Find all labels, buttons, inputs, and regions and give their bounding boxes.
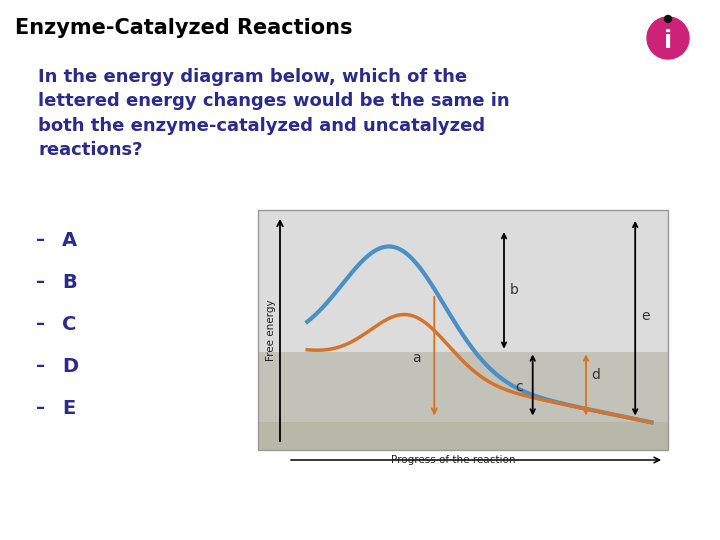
Text: –: –: [36, 399, 45, 417]
Text: d: d: [591, 368, 600, 382]
Circle shape: [647, 17, 689, 59]
Text: B: B: [62, 273, 77, 292]
Bar: [258, 352, 668, 422]
Text: Progress of the reaction: Progress of the reaction: [391, 455, 516, 465]
Text: Enzyme-Catalyzed Reactions: Enzyme-Catalyzed Reactions: [15, 18, 353, 38]
Text: Free energy: Free energy: [266, 299, 276, 361]
Bar: [258, 210, 668, 450]
Text: In the energy diagram below, which of the
lettered energy changes would be the s: In the energy diagram below, which of th…: [38, 68, 510, 159]
Text: –: –: [36, 357, 45, 375]
Text: b: b: [510, 284, 519, 298]
Text: E: E: [62, 399, 76, 417]
Bar: [258, 422, 668, 450]
Bar: [258, 210, 668, 352]
Text: a: a: [412, 351, 420, 365]
Text: –: –: [36, 273, 45, 291]
Circle shape: [665, 16, 672, 23]
Text: –: –: [36, 315, 45, 333]
Text: –: –: [36, 231, 45, 249]
Text: C: C: [62, 314, 76, 334]
Text: D: D: [62, 356, 78, 375]
Text: i: i: [664, 29, 672, 53]
Text: e: e: [642, 309, 649, 323]
Text: A: A: [62, 231, 77, 249]
Text: c: c: [515, 380, 523, 394]
